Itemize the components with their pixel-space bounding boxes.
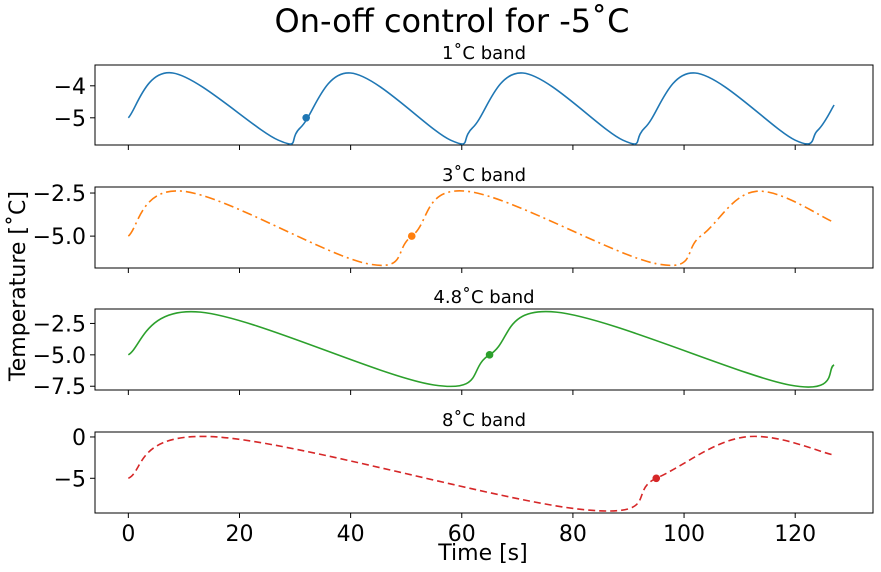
figure-title: On-off control for -5˚C	[275, 2, 630, 40]
x-tick-label: 40	[337, 522, 365, 547]
x-tick-label: 120	[774, 522, 816, 547]
subplot-title: 8˚C band	[442, 410, 526, 431]
series-line	[127, 435, 835, 512]
y-tick-label: −2.5	[33, 312, 86, 337]
subplot-title: 1˚C band	[442, 43, 526, 64]
y-tick-label: 0	[72, 426, 86, 451]
y-tick-label: −2.5	[33, 182, 86, 207]
y-tick-label: −4	[54, 75, 86, 100]
y-tick-label: −5	[54, 467, 86, 492]
subplot-2: 3˚C band −5.0 −2.5	[33, 165, 874, 273]
y-tick-label: −5	[54, 107, 86, 132]
series-line	[127, 190, 835, 267]
subplot-1: 1˚C band −5 −4	[54, 43, 874, 150]
x-tick-label: 100	[663, 522, 705, 547]
x-axis-label: Time [s]	[437, 541, 527, 566]
x-tick-label: 0	[121, 522, 135, 547]
subplot-title: 4.8˚C band	[433, 287, 534, 308]
plot-frame	[94, 186, 874, 269]
plot-frame	[94, 308, 874, 391]
x-tick-label: 60	[448, 522, 476, 547]
data-point	[302, 114, 310, 122]
y-tick-label: −5.0	[33, 225, 86, 250]
plot-frame	[94, 431, 874, 514]
subplot-4: 8˚C band −5 0 0 20 40 60 80 100 120	[54, 410, 874, 547]
x-tick-label: 80	[559, 522, 587, 547]
data-point	[652, 474, 661, 483]
data-point	[407, 232, 416, 240]
data-point	[485, 351, 494, 359]
series-line	[127, 310, 835, 388]
subplots: 1˚C band −5 −4 3˚C band −5.0 −2.5 4.8˚C band −7…	[33, 43, 874, 547]
y-axis-label: Temperature [˚C]	[6, 191, 31, 382]
series-line	[127, 72, 835, 145]
x-tick-label: 20	[225, 522, 253, 547]
plot-frame	[94, 64, 874, 146]
subplot-title: 3˚C band	[442, 165, 526, 186]
y-tick-label: −7.5	[33, 375, 86, 400]
subplot-3: 4.8˚C band −7.5 −5.0 −2.5	[33, 287, 874, 400]
y-tick-label: −5.0	[33, 344, 86, 369]
